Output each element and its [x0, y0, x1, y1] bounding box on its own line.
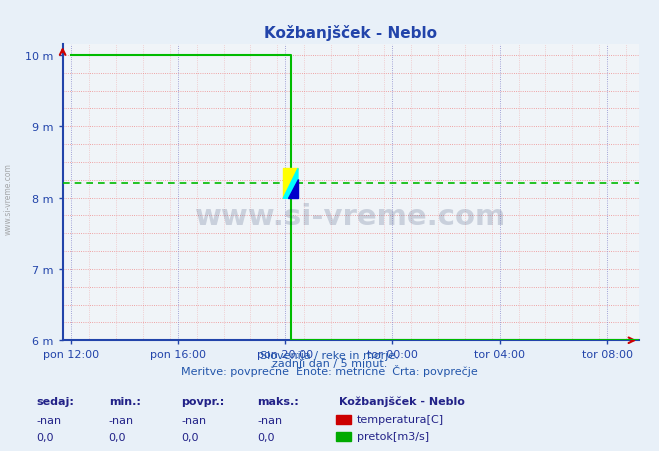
Text: -nan: -nan	[36, 414, 61, 424]
Text: www.si-vreme.com: www.si-vreme.com	[195, 202, 507, 230]
Text: 0,0: 0,0	[257, 432, 275, 442]
Text: maks.:: maks.:	[257, 396, 299, 405]
Text: 0,0: 0,0	[36, 432, 54, 442]
Polygon shape	[289, 179, 298, 199]
Text: zadnji dan / 5 minut.: zadnji dan / 5 minut.	[272, 358, 387, 368]
Polygon shape	[283, 169, 298, 199]
Title: Kožbanjšček - Neblo: Kožbanjšček - Neblo	[264, 25, 438, 41]
Text: -nan: -nan	[109, 414, 134, 424]
Text: -nan: -nan	[181, 414, 206, 424]
Text: povpr.:: povpr.:	[181, 396, 225, 405]
Text: Kožbanjšček - Neblo: Kožbanjšček - Neblo	[339, 395, 465, 405]
Text: Meritve: povprečne  Enote: metrične  Črta: povprečje: Meritve: povprečne Enote: metrične Črta:…	[181, 364, 478, 376]
Text: min.:: min.:	[109, 396, 140, 405]
Text: 0,0: 0,0	[109, 432, 127, 442]
Text: Slovenija / reke in morje.: Slovenija / reke in morje.	[260, 350, 399, 360]
Polygon shape	[283, 169, 298, 199]
Text: temperatura[C]: temperatura[C]	[357, 414, 444, 423]
Text: pretok[m3/s]: pretok[m3/s]	[357, 431, 429, 441]
Text: www.si-vreme.com: www.si-vreme.com	[3, 162, 13, 235]
Text: 0,0: 0,0	[181, 432, 199, 442]
Text: -nan: -nan	[257, 414, 282, 424]
Text: sedaj:: sedaj:	[36, 396, 74, 405]
